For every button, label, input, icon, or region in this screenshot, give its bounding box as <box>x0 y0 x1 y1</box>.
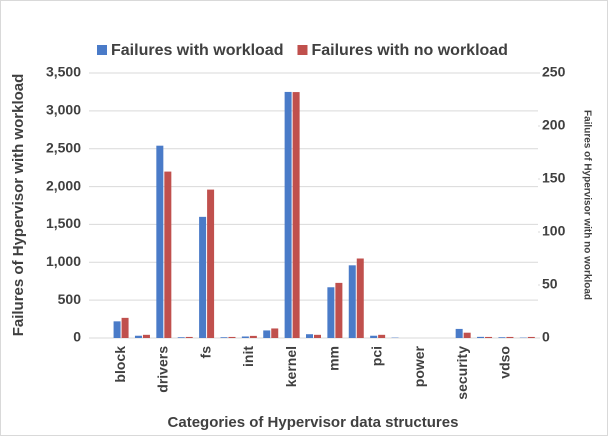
bar <box>356 258 364 338</box>
legend-swatch <box>297 45 308 55</box>
y2-tick-label: 150 <box>542 170 566 186</box>
y2-tick-label: 0 <box>542 329 550 345</box>
bar <box>477 336 485 338</box>
bar <box>527 336 535 338</box>
bar <box>121 317 129 338</box>
legend-label: Failures with workload <box>111 42 283 59</box>
y-tick-label: 2,000 <box>46 177 81 193</box>
x-tick-label: mm <box>326 346 342 371</box>
bar <box>156 145 164 338</box>
bar <box>207 189 215 338</box>
bar <box>142 334 150 338</box>
bar <box>263 330 271 338</box>
bar <box>284 91 292 338</box>
x-tick-label: security <box>454 346 470 400</box>
y-tick-label: 0 <box>73 329 81 345</box>
bar <box>185 336 193 338</box>
bar <box>463 332 471 338</box>
x-tick-label: power <box>411 345 427 387</box>
x-axis-title: Categories of Hypervisor data structures <box>168 414 459 431</box>
bar <box>113 321 121 338</box>
x-tick-label: fs <box>197 346 213 359</box>
y2-tick-label: 100 <box>542 223 566 239</box>
y2-tick-label: 200 <box>542 117 566 133</box>
bar <box>220 337 228 338</box>
bar <box>335 282 343 338</box>
bar <box>271 328 279 338</box>
x-tick-label: pci <box>368 346 384 366</box>
bar <box>485 336 493 338</box>
legend-label: Failures with no workload <box>311 42 507 59</box>
y-tick-label: 1,000 <box>46 253 81 269</box>
bar <box>348 265 356 338</box>
x-tick-label: drivers <box>155 346 171 393</box>
x-tick-label: kernel <box>283 346 299 387</box>
y-tick-label: 500 <box>58 291 82 307</box>
bar <box>455 328 463 338</box>
bar <box>164 171 172 338</box>
bar <box>370 335 378 338</box>
y2-tick-label: 50 <box>542 276 558 292</box>
x-tick-label: init <box>240 346 256 367</box>
bar <box>199 216 207 338</box>
bar <box>177 337 185 338</box>
y2-tick-label: 250 <box>542 64 566 80</box>
bar <box>327 287 335 338</box>
bar <box>378 334 386 338</box>
y-axis-title: Failures of Hypervisor with workload <box>10 74 27 337</box>
y-tick-label: 2,500 <box>46 139 81 155</box>
bar <box>241 336 249 338</box>
bar <box>498 337 506 338</box>
bar <box>134 335 142 338</box>
y-tick-label: 1,500 <box>46 215 81 231</box>
y-tick-label: 3,500 <box>46 64 81 80</box>
bar <box>292 92 300 338</box>
x-tick-label: block <box>112 346 128 383</box>
y-tick-label: 3,000 <box>46 102 81 118</box>
legend-swatch <box>97 45 107 55</box>
bar <box>506 336 514 338</box>
bar <box>228 336 236 338</box>
bar <box>306 334 313 338</box>
bar <box>249 335 257 338</box>
y2-axis-title: Failures of Hypervisor with no workload <box>581 110 592 300</box>
x-tick-label: vdso <box>497 346 513 379</box>
bar <box>314 334 321 338</box>
